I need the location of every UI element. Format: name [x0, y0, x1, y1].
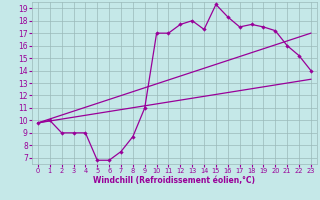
- X-axis label: Windchill (Refroidissement éolien,°C): Windchill (Refroidissement éolien,°C): [93, 176, 255, 185]
